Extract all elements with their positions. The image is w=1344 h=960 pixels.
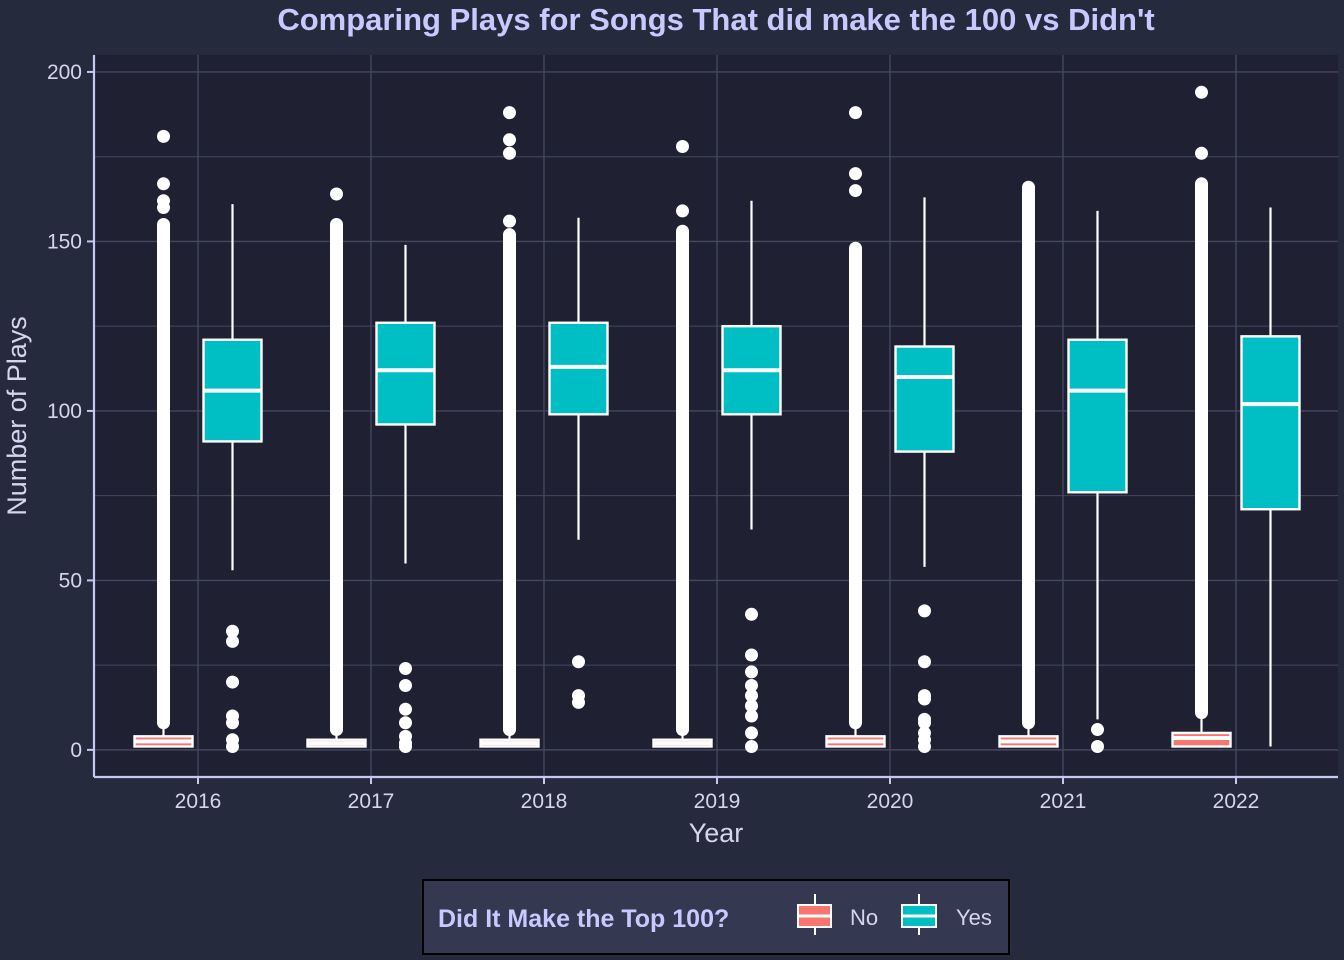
legend-title: Did It Make the Top 100? — [438, 905, 729, 933]
x-tick-label: 2019 — [694, 790, 741, 813]
outlier-point — [849, 184, 862, 198]
outlier-point — [503, 133, 516, 147]
box-yes-2021 — [1067, 210, 1128, 753]
outlier-point — [572, 655, 585, 669]
box-layer — [133, 85, 1301, 753]
outlier-point — [745, 678, 758, 692]
box-no-2021 — [998, 180, 1059, 748]
box-no-2019 — [652, 140, 713, 748]
x-tick-label: 2017 — [348, 790, 395, 813]
outlier-point — [745, 648, 758, 662]
box-yes-2020 — [894, 197, 955, 753]
outlier-point — [226, 634, 239, 648]
outlier-point — [745, 739, 758, 753]
y-tick-label: 0 — [70, 739, 82, 762]
x-tick-label: 2016 — [175, 790, 222, 813]
box-no-2022 — [1171, 85, 1232, 748]
y-axis-title: Number of Plays — [2, 316, 32, 516]
legend-key-yes — [901, 894, 937, 935]
outlier-point — [1091, 723, 1104, 737]
x-tick-label: 2018 — [521, 790, 568, 813]
outlier-point — [676, 204, 689, 218]
outlier-point — [918, 655, 931, 669]
outlier-point — [503, 106, 516, 120]
outlier-point — [745, 726, 758, 740]
y-tick-label: 100 — [47, 400, 82, 423]
outlier-point — [918, 726, 931, 740]
box-no-2016 — [133, 129, 194, 748]
outlier-point — [399, 662, 412, 676]
x-axis-title: Year — [689, 818, 744, 848]
box-no-2017 — [306, 187, 367, 748]
outlier-point — [918, 689, 931, 703]
outlier-point — [399, 702, 412, 716]
x-tick-label: 2020 — [867, 790, 914, 813]
box-yes-2016 — [202, 204, 263, 753]
outlier-point — [157, 194, 170, 208]
outlier-point — [676, 140, 689, 154]
outlier-point — [1091, 739, 1104, 753]
box-no-2020 — [825, 106, 886, 748]
outlier-point — [572, 689, 585, 703]
x-tick-label: 2022 — [1213, 790, 1260, 813]
box-body — [1240, 335, 1301, 511]
outlier-point — [503, 214, 516, 228]
box-body — [1067, 338, 1128, 494]
outlier-point — [157, 177, 170, 191]
outlier-point — [226, 709, 239, 723]
grid-lines — [94, 55, 1338, 777]
box-yes-2019 — [721, 200, 782, 753]
outlier-point — [226, 733, 239, 747]
legend-label-yes: Yes — [956, 905, 992, 930]
outlier-point — [157, 129, 170, 143]
axes: 0 50 100 150 200 2016 2017 2018 2019 2020 2021 2022 — [47, 55, 1338, 813]
outlier-point — [1195, 85, 1208, 99]
box-yes-2022 — [1240, 207, 1301, 747]
outlier-point — [503, 146, 516, 160]
outlier-point — [399, 716, 412, 730]
box-no-2018 — [479, 106, 540, 748]
box-body — [375, 321, 436, 426]
outlier-point — [849, 106, 862, 120]
y-tick-label: 200 — [47, 61, 82, 84]
plot-panel — [94, 55, 1338, 777]
outlier-point — [399, 729, 412, 743]
outlier-point — [745, 689, 758, 703]
legend-key-no — [797, 894, 832, 935]
outlier-point — [849, 167, 862, 181]
outlier-point — [745, 607, 758, 621]
outlier-point — [399, 678, 412, 692]
outlier-point — [1195, 146, 1208, 160]
y-tick-label: 50 — [59, 569, 82, 592]
box-yes-2017 — [375, 244, 436, 753]
legend: Did It Make the Top 100? No Yes — [422, 879, 1010, 955]
outlier-point — [918, 604, 931, 618]
outlier-point — [745, 709, 758, 723]
y-tick-label: 150 — [47, 230, 82, 253]
box-yes-2018 — [548, 217, 609, 709]
outlier-point — [918, 712, 931, 726]
outlier-point — [745, 699, 758, 713]
x-tick-label: 2021 — [1040, 790, 1087, 813]
outlier-point — [745, 665, 758, 679]
outlier-point — [226, 624, 239, 638]
box-body — [894, 345, 955, 453]
legend-label-no: No — [850, 905, 878, 930]
chart-title: Comparing Plays for Songs That did make … — [277, 2, 1154, 37]
outlier-point — [330, 187, 343, 201]
outlier-point — [226, 675, 239, 689]
